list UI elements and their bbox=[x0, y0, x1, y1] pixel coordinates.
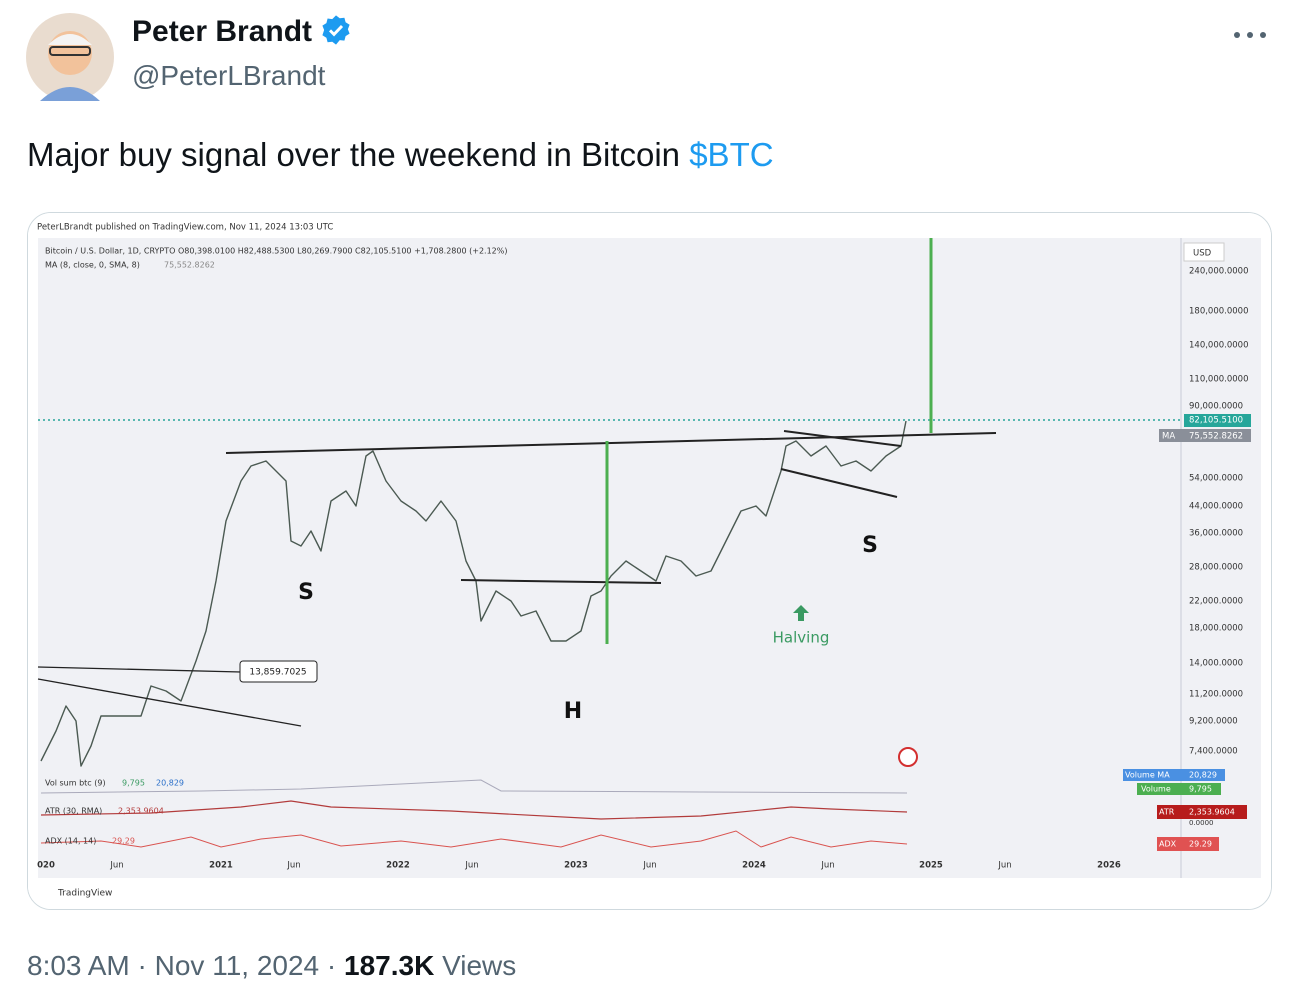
indicator-value: 29.29 bbox=[112, 837, 135, 846]
views-label: Views bbox=[442, 950, 517, 981]
chart-card[interactable]: PeterLBrandt published on TradingView.co… bbox=[27, 212, 1272, 910]
indicator-tag: 9,795 bbox=[1189, 785, 1212, 794]
time-label: Jun bbox=[820, 861, 834, 871]
pattern-label: H bbox=[564, 699, 582, 724]
views-count: 187.3K bbox=[344, 950, 435, 981]
date[interactable]: Nov 11, 2024 bbox=[154, 950, 320, 981]
legend-ma-value: 75,552.8262 bbox=[164, 261, 215, 270]
time-label: 2023 bbox=[564, 861, 588, 871]
verified-badge bbox=[322, 15, 350, 45]
event-icon bbox=[898, 747, 918, 767]
indicator-tag: Volume MA bbox=[1125, 771, 1170, 780]
volume-ma-tag-bg bbox=[1123, 769, 1225, 781]
indicator-value: 9,795 bbox=[122, 779, 145, 788]
atr-tag-bg bbox=[1157, 805, 1247, 819]
target-lines bbox=[605, 238, 933, 644]
indicator-zero: 0.0000 bbox=[1189, 819, 1214, 827]
halving-arrow bbox=[793, 605, 809, 621]
ma-tag: MA bbox=[1162, 432, 1175, 442]
price-label: 140,000.0000 bbox=[1189, 341, 1248, 351]
price-label: 7,400.0000 bbox=[1189, 747, 1238, 757]
legend-ma: MA (8, close, 0, SMA, 8) bbox=[45, 261, 140, 270]
time-label: Jun bbox=[286, 861, 300, 871]
last-price-tag-bg bbox=[1184, 414, 1251, 427]
pattern-label: S bbox=[298, 580, 314, 605]
ma-tag-bg bbox=[1159, 429, 1251, 442]
time-label: Jun bbox=[464, 861, 478, 871]
price-line bbox=[40, 420, 907, 767]
halving-label: Halving bbox=[773, 629, 830, 647]
brand: TradingView bbox=[57, 889, 112, 899]
currency-box bbox=[1183, 242, 1225, 262]
time-label: Jun bbox=[109, 861, 123, 871]
price-label: 11,200.0000 bbox=[1189, 690, 1243, 700]
more-menu[interactable] bbox=[1232, 30, 1268, 40]
currency: USD bbox=[1193, 249, 1212, 259]
price-label: 22,000.0000 bbox=[1189, 597, 1243, 607]
time-label: 2022 bbox=[386, 861, 410, 871]
time-label: Jun bbox=[997, 861, 1011, 871]
separator: · bbox=[137, 950, 147, 981]
level-box bbox=[239, 660, 318, 683]
cashtag[interactable]: $BTC bbox=[689, 136, 774, 173]
price-label: 44,000.0000 bbox=[1189, 502, 1243, 512]
tweet-meta: 8:03 AM · Nov 11, 2024 · 187.3K Views bbox=[27, 950, 516, 982]
adx-line bbox=[40, 830, 908, 848]
separator: · bbox=[326, 950, 337, 981]
indicator-tag: 2,353.9604 bbox=[1189, 808, 1235, 817]
price-label: 180,000.0000 bbox=[1189, 307, 1248, 317]
time-label: 2025 bbox=[919, 861, 943, 871]
price-label: 9,200.0000 bbox=[1189, 717, 1238, 727]
price-label: 90,000.0000 bbox=[1189, 402, 1243, 412]
author-name[interactable]: Peter Brandt bbox=[132, 14, 352, 49]
indicator-tag: Volume bbox=[1141, 785, 1171, 794]
time-label: 2024 bbox=[742, 861, 766, 871]
time-label: 2021 bbox=[209, 861, 233, 871]
price-label: 54,000.0000 bbox=[1189, 474, 1243, 484]
last-price-tag: 82,105.5100 bbox=[1189, 416, 1243, 426]
trend-lines bbox=[37, 430, 997, 727]
legend-main: Bitcoin / U.S. Dollar, 1D, CRYPTO O80,39… bbox=[45, 247, 507, 256]
volume-line bbox=[40, 779, 908, 794]
time-label: 2026 bbox=[1097, 861, 1121, 871]
avatar[interactable] bbox=[26, 13, 116, 103]
indicator-label: ADX (14, 14) bbox=[45, 837, 96, 846]
adx-tag-bg bbox=[1157, 837, 1219, 851]
indicator-tag: ATR bbox=[1159, 808, 1175, 817]
indicator-value: 20,829 bbox=[156, 779, 184, 788]
price-label: 110,000.0000 bbox=[1189, 375, 1248, 385]
indicator-label: Vol sum btc (9) bbox=[45, 779, 106, 788]
time[interactable]: 8:03 AM bbox=[27, 950, 130, 981]
time-label: 020 bbox=[37, 861, 55, 871]
price-label: 36,000.0000 bbox=[1189, 529, 1243, 539]
indicator-tag: 20,829 bbox=[1189, 771, 1217, 780]
level-label: 13,859.7025 bbox=[249, 668, 306, 678]
tweet-text: Major buy signal over the weekend in Bit… bbox=[27, 136, 774, 174]
pattern-label: S bbox=[862, 533, 878, 558]
price-label: 28,000.0000 bbox=[1189, 563, 1243, 573]
ma-value-tag: 75,552.8262 bbox=[1189, 432, 1243, 442]
volume-tag-bg bbox=[1137, 783, 1221, 795]
indicator-tag: 29.29 bbox=[1189, 840, 1212, 849]
indicator-value: 2,353.9604 bbox=[118, 807, 164, 816]
tweet-body: Major buy signal over the weekend in Bit… bbox=[27, 136, 690, 173]
price-label: 240,000.0000 bbox=[1189, 267, 1248, 277]
author-handle[interactable]: @PeterLBrandt bbox=[132, 60, 326, 91]
price-label: 14,000.0000 bbox=[1189, 659, 1243, 669]
author-name-text[interactable]: Peter Brandt bbox=[132, 15, 313, 48]
indicator-tag: ADX bbox=[1159, 840, 1177, 849]
published-line: PeterLBrandt published on TradingView.co… bbox=[37, 223, 333, 233]
chart-image: PeterLBrandt published on TradingView.co… bbox=[28, 213, 1271, 909]
price-label: 18,000.0000 bbox=[1189, 624, 1243, 634]
time-label: Jun bbox=[642, 861, 656, 871]
indicator-label: ATR (30, RMA) bbox=[45, 807, 102, 816]
plot-bg bbox=[38, 238, 1261, 878]
atr-line bbox=[40, 800, 908, 820]
